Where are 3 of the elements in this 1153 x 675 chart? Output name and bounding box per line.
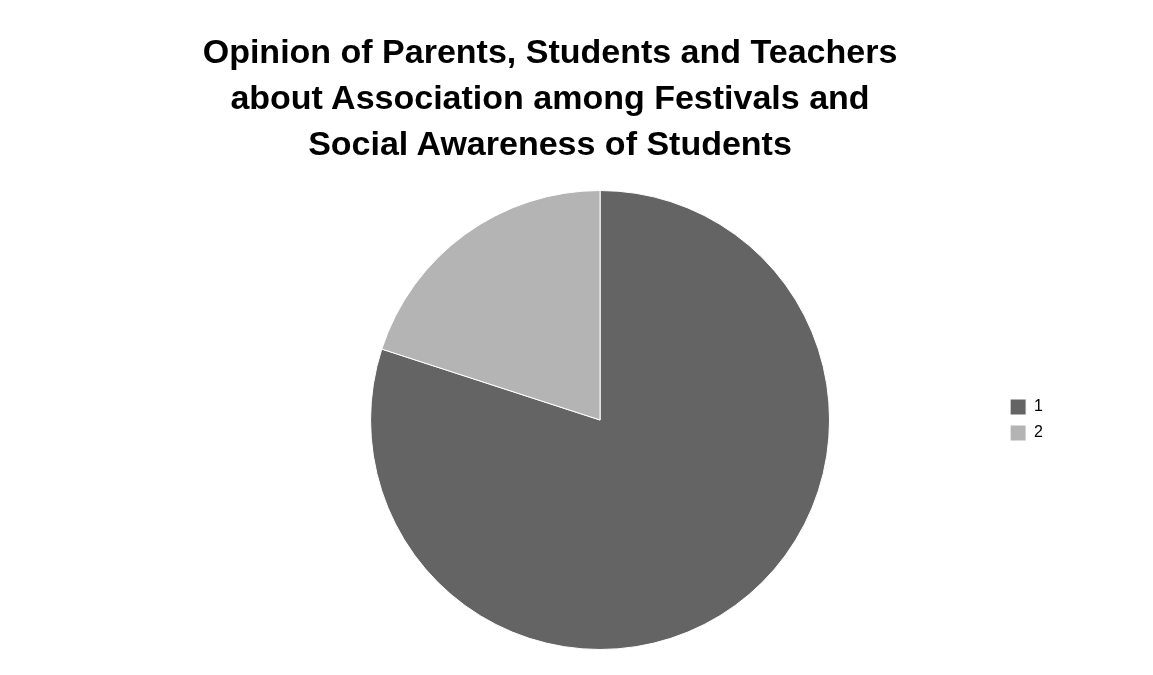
legend-label: 2 bbox=[1034, 423, 1044, 441]
chart-title: Opinion of Parents, Students and Teachers about Association among Festivals and Social Awareness of Students bbox=[201, 31, 899, 164]
legend-label: 1 bbox=[1034, 397, 1044, 415]
